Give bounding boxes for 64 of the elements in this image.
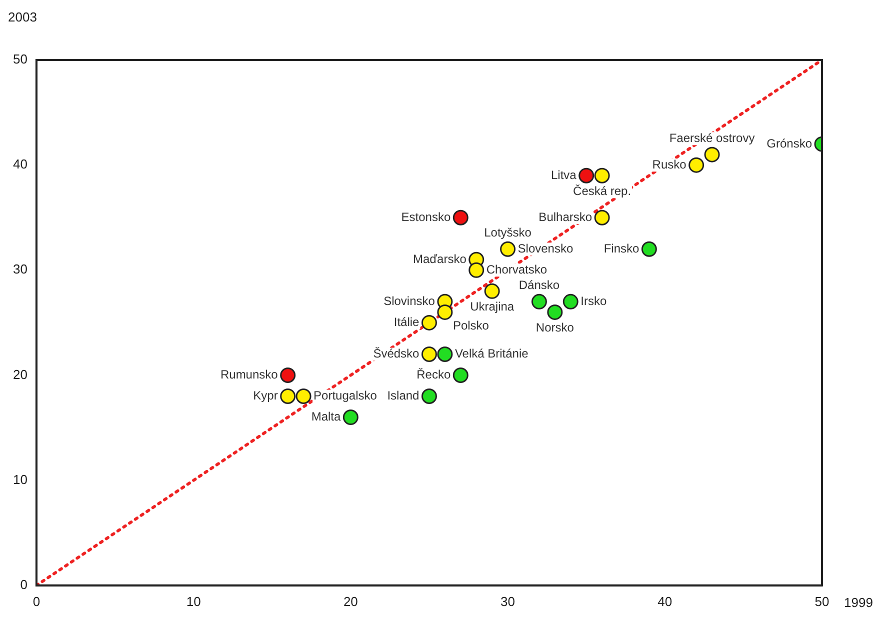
annotation: Polsko: [452, 318, 490, 333]
annotation: Česká rep.: [573, 184, 632, 198]
point: [531, 294, 547, 310]
point: [594, 168, 610, 184]
point: [578, 168, 594, 184]
point: [452, 210, 468, 226]
annotation: Litva: [550, 168, 577, 182]
annotation: Itálie: [394, 315, 420, 330]
point: [342, 410, 358, 426]
y-tick-label: 40: [12, 156, 28, 172]
annotation: Estonsko: [401, 210, 451, 224]
point: [641, 241, 657, 257]
point: [421, 388, 437, 404]
point: [280, 388, 296, 404]
annotation: Dánsko: [518, 278, 560, 292]
annotation: Řecko: [416, 368, 451, 382]
point: [547, 304, 563, 320]
x-tick-label: 20: [343, 594, 358, 609]
point: [296, 388, 312, 404]
y-tick-label: 20: [12, 366, 28, 382]
x-tick-label: 50: [814, 594, 830, 609]
annotation: Švédsko: [373, 346, 420, 361]
annotation: Island: [387, 388, 420, 403]
x-tick-label: 0: [32, 594, 40, 609]
annotation: Norsko: [536, 320, 574, 335]
point: [594, 210, 610, 226]
annotation: Rusko: [652, 157, 687, 172]
x-tick-label: 10: [186, 594, 201, 609]
annotation: Kypr: [253, 388, 278, 403]
annotation: Rumunsko: [220, 368, 278, 382]
point: [562, 294, 578, 310]
y-tick-label: 10: [12, 472, 28, 487]
annotation: Irsko: [580, 294, 607, 308]
point: [280, 367, 296, 383]
annotation: Slovinsko: [384, 294, 436, 308]
annotation: Grónsko: [766, 136, 812, 150]
x-tick-label: 30: [500, 594, 516, 609]
point: [484, 283, 500, 299]
annotation: Portugalsko: [314, 388, 378, 403]
annotation: Bulharsko: [538, 210, 592, 224]
point: [421, 314, 437, 330]
point: [500, 241, 516, 257]
point: [688, 157, 704, 173]
point: [437, 346, 453, 362]
annotation: Finsko: [604, 241, 640, 256]
annotation: Velká Británie: [454, 346, 529, 361]
x-axis-title: 1999: [844, 594, 873, 610]
annotation: Maďarsko: [412, 252, 467, 266]
annotation: Malta: [311, 410, 341, 424]
point: [704, 146, 720, 162]
point: [468, 262, 484, 278]
point: [437, 304, 453, 320]
annotation: Lotyšsko: [484, 225, 532, 240]
point: [452, 367, 468, 383]
y-tick-label: 30: [12, 262, 28, 277]
y-tick-label: 50: [12, 52, 28, 67]
y-axis-title: 2003: [8, 10, 37, 25]
y-tick-label: 0: [20, 576, 28, 592]
annotation: Slovensko: [518, 241, 574, 256]
annotation: Chorvatsko: [486, 262, 548, 276]
point: [421, 346, 437, 362]
annotation: Ukrajina: [470, 299, 514, 314]
x-tick-label: 40: [658, 594, 672, 609]
annotation: Faerské ostrovy: [669, 130, 755, 145]
